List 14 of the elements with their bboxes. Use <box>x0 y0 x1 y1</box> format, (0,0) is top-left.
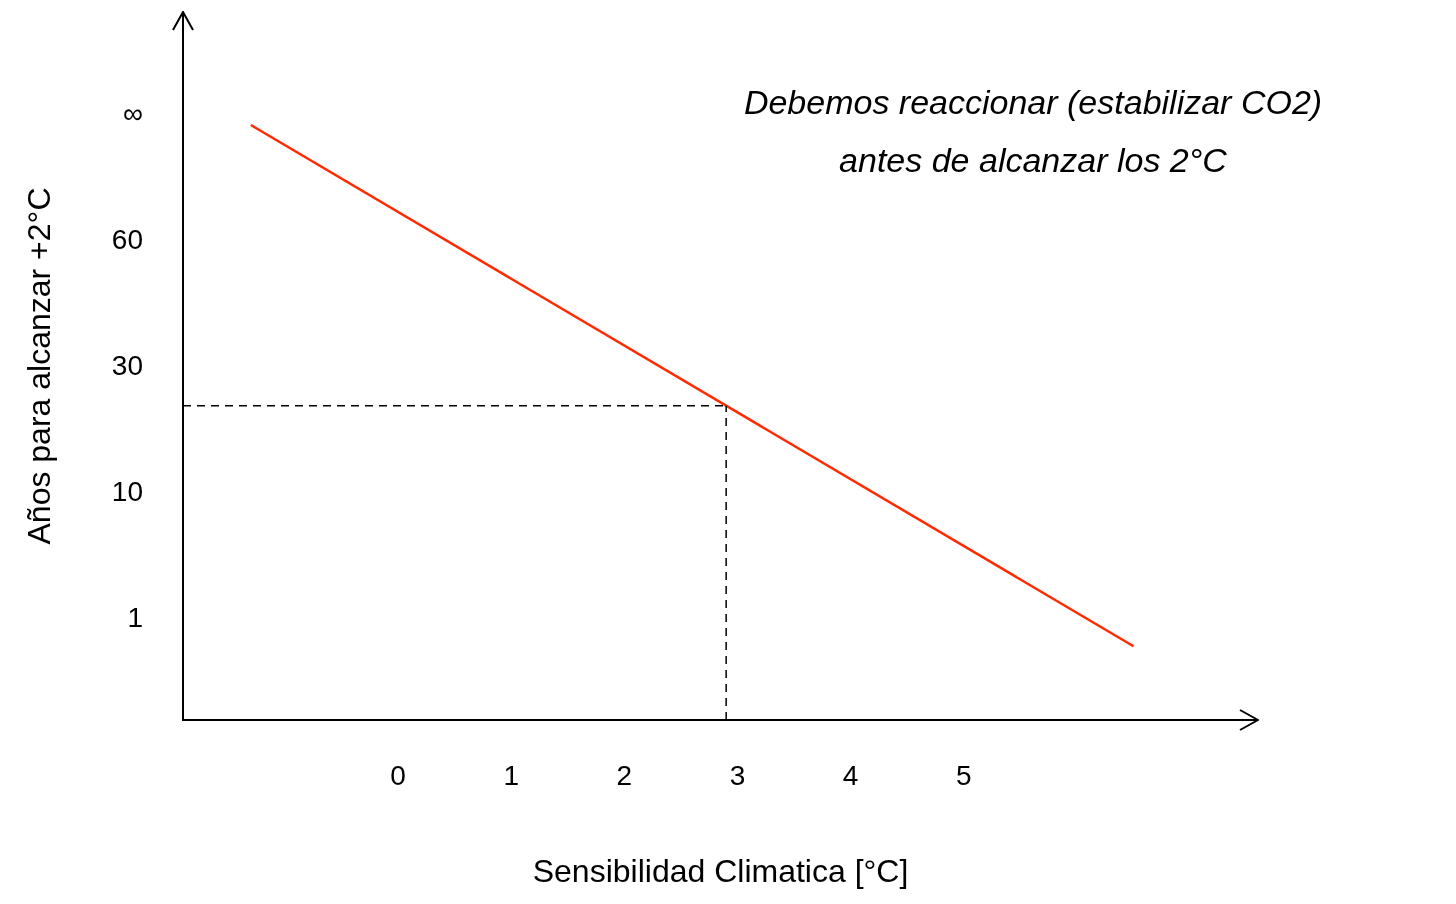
text: 60 <box>111 223 143 255</box>
x-tick-label: 2 <box>616 759 633 791</box>
x-tick-label: 1 <box>503 759 519 791</box>
text: 1 <box>127 601 143 633</box>
text: 30 <box>111 349 143 381</box>
x-axis-title: Sensibilidad Climatica [°C] <box>532 852 909 889</box>
x-tick-label: 3 <box>729 759 746 791</box>
x-tick-label: 5 <box>956 759 972 791</box>
annotation: Debemos reaccionar (estabilizar CO2) antes de alcanzar los 2°C <box>743 83 1323 180</box>
y-axis-title: Años para alcanzar +2°C <box>21 187 58 545</box>
x-tick-label: 0 <box>390 759 406 791</box>
text: ∞ <box>123 97 143 129</box>
text: 10 <box>111 475 143 507</box>
x-tick-label: 4 <box>842 759 859 791</box>
